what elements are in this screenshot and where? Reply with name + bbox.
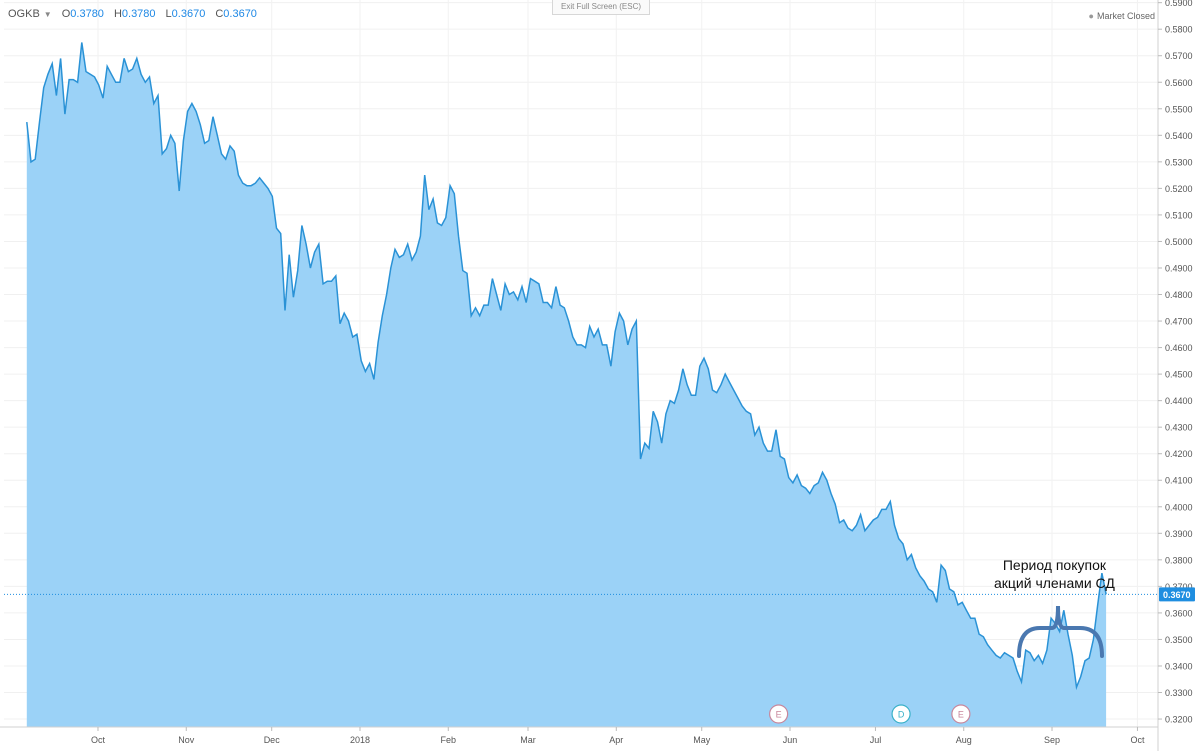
event-marker <box>769 704 789 724</box>
price-line <box>26 42 1107 691</box>
y-tick-label: 0.5700 <box>1165 51 1193 61</box>
bracket-path <box>1017 605 1104 658</box>
annotation-bracket <box>1017 605 1104 658</box>
y-tick-label: 0.4200 <box>1165 449 1193 459</box>
last-price-tag <box>1159 587 1195 602</box>
y-tick-label: 0.3800 <box>1165 555 1193 565</box>
market-status-label: Market Closed <box>1096 11 1155 21</box>
ohlc-close: C0.3670 <box>215 8 257 20</box>
event-marker-label: E <box>776 710 782 720</box>
status-dot-icon: ● <box>1088 11 1094 21</box>
y-axis[interactable]: 0.5900 0.5800 0.5700 0.5600 0.5500 0.5400 0.53… <box>1157 0 1195 751</box>
last-price-label: 0.3670 <box>1163 590 1191 600</box>
x-tick-label: Oct <box>91 735 106 745</box>
y-tick-label: 0.3600 <box>1165 608 1193 618</box>
event-marker <box>891 704 911 724</box>
x-tick-label: Mar <box>520 735 536 745</box>
event-marker-label: E <box>958 710 964 720</box>
x-tick-label: Nov <box>178 735 195 745</box>
annotation-line-2: акций членами СД <box>994 575 1115 591</box>
y-tick-label: 0.4400 <box>1165 396 1193 406</box>
y-tick-label: 0.4600 <box>1165 343 1193 353</box>
y-tick-label: 0.5900 <box>1165 0 1193 8</box>
ohlc-low: L0.3670 <box>165 8 206 20</box>
x-tick-label: Jun <box>783 735 798 745</box>
exit-fullscreen-button[interactable]: Exit Full Screen (ESC) <box>552 0 650 15</box>
y-tick-label: 0.4900 <box>1165 263 1193 273</box>
y-tick-label: 0.3300 <box>1165 688 1193 698</box>
x-tick-label: Jul <box>870 735 882 745</box>
y-tick-label: 0.5100 <box>1165 210 1193 220</box>
y-tick-label: 0.5600 <box>1165 78 1193 88</box>
x-tick-label: Oct <box>1130 735 1145 745</box>
x-tick-label: Apr <box>609 735 623 745</box>
y-tick-label: 0.5000 <box>1165 237 1193 247</box>
symbol-header: OGKB ▼ O0.3780 H0.3780 L0.3670 C0.3670 <box>8 8 257 20</box>
annotation-text: Период покупок акций членами СД <box>994 556 1115 592</box>
ohlc-open: O0.3780 <box>61 8 104 20</box>
symbol-label[interactable]: OGKB <box>8 8 40 20</box>
y-tick-label: 0.4100 <box>1165 476 1193 486</box>
y-tick-label: 0.3200 <box>1165 715 1193 725</box>
x-axis[interactable]: Oct Nov Dec 2018 Feb Mar Apr May Jun Jul Aug Sep Oct <box>0 726 1158 745</box>
y-tick-label: 0.4300 <box>1165 423 1193 433</box>
y-tick-label: 0.5400 <box>1165 131 1193 141</box>
x-tick-label: Dec <box>264 735 281 745</box>
y-tick-label: 0.3700 <box>1165 582 1193 592</box>
x-tick-label: 2018 <box>350 735 370 745</box>
event-marker-label: D <box>898 710 905 720</box>
y-tick-label: 0.3400 <box>1165 661 1193 671</box>
y-tick-label: 0.4000 <box>1165 502 1193 512</box>
y-tick-label: 0.5800 <box>1165 25 1193 35</box>
ohlc-high: H0.3780 <box>113 8 156 20</box>
y-tick-label: 0.5500 <box>1165 104 1193 114</box>
x-tick-label: Aug <box>956 735 972 745</box>
event-marker <box>951 704 971 724</box>
chevron-down-icon[interactable]: ▼ <box>43 9 52 19</box>
y-tick-label: 0.3900 <box>1165 529 1193 539</box>
x-tick-label: May <box>693 735 711 745</box>
price-area-fill <box>26 42 1107 727</box>
x-tick-label: Feb <box>441 735 457 745</box>
x-tick-label: Sep <box>1044 735 1060 745</box>
annotation-line-1: Период покупок <box>1002 557 1106 573</box>
market-status: ● Market Closed <box>1089 11 1155 21</box>
y-tick-label: 0.5200 <box>1165 184 1193 194</box>
y-tick-label: 0.4500 <box>1165 370 1193 380</box>
y-tick-label: 0.5300 <box>1165 157 1193 167</box>
y-tick-label: 0.4700 <box>1165 317 1193 327</box>
y-tick-label: 0.3500 <box>1165 635 1193 645</box>
y-tick-label: 0.4800 <box>1165 290 1193 300</box>
